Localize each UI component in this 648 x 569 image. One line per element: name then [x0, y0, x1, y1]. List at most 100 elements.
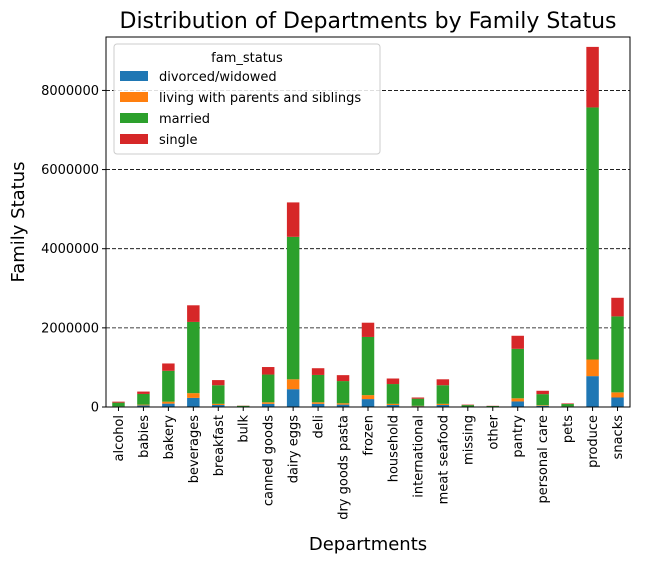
bar-segment — [262, 402, 274, 404]
x-tick-label: international — [411, 415, 426, 498]
x-tick-label: missing — [461, 415, 476, 465]
x-tick-label: household — [386, 415, 401, 482]
bar-segment — [162, 402, 174, 404]
legend-label: divorced/widowed — [159, 70, 277, 85]
legend-swatch — [120, 71, 148, 81]
x-tick-label: produce — [586, 415, 601, 468]
bar-segment — [561, 404, 573, 406]
legend-swatch — [120, 134, 148, 144]
legend-label: single — [159, 133, 198, 148]
bar-segment — [586, 360, 598, 377]
bar-segment — [536, 405, 548, 406]
bar-segment — [287, 379, 299, 389]
chart-title: Distribution of Departments by Family St… — [120, 9, 617, 34]
bar-segment — [262, 375, 274, 403]
bar-segment — [362, 399, 374, 407]
bar-segment — [287, 202, 299, 236]
bar-segment — [586, 376, 598, 407]
x-tick-label: frozen — [362, 415, 377, 456]
x-tick-label: bulk — [237, 415, 252, 443]
x-axis-label: Departments — [309, 534, 427, 555]
bar-segment — [536, 391, 548, 394]
x-tick-label: dry goods pasta — [337, 415, 352, 520]
bar-segment — [437, 404, 449, 405]
y-tick-label: 8000000 — [41, 84, 99, 99]
bar-segment — [536, 394, 548, 405]
bar-segment — [162, 363, 174, 370]
x-tick-label: canned goods — [262, 415, 277, 506]
x-tick-label: beverages — [187, 415, 202, 484]
bar-segment — [162, 371, 174, 402]
x-tick-label: breakfast — [212, 415, 227, 476]
bar-segment — [586, 107, 598, 359]
x-tick-label: personal care — [536, 415, 551, 503]
bar-segment — [611, 398, 623, 407]
bar-segment — [137, 392, 149, 394]
legend-swatch — [120, 113, 148, 123]
y-tick-label: 2000000 — [41, 321, 99, 336]
bar-segment — [561, 403, 573, 404]
x-tick-label: alcohol — [112, 415, 127, 461]
legend: fam_status divorced/widowed living with pa… — [114, 44, 380, 154]
bar-segment — [387, 379, 399, 385]
bar-segment — [362, 337, 374, 395]
x-tick-label: babies — [137, 415, 152, 458]
bar-segment — [337, 403, 349, 404]
x-tick-label: other — [486, 414, 501, 449]
bar-segment — [212, 385, 224, 404]
legend-label: living with parents and siblings — [159, 91, 361, 106]
bar-segment — [112, 402, 124, 403]
bar-segment — [511, 336, 523, 349]
bar-segment — [387, 404, 399, 405]
bar-segment — [462, 405, 474, 407]
bar-segment — [437, 385, 449, 404]
bar-segment — [187, 393, 199, 398]
x-tick-label: bakery — [162, 415, 177, 460]
bar-segment — [362, 395, 374, 399]
bar-segment — [187, 305, 199, 322]
bar-segment — [187, 398, 199, 407]
x-tick-label: dairy eggs — [287, 415, 302, 484]
bar-segment — [337, 375, 349, 381]
bar-segment — [162, 404, 174, 407]
x-tick-label: snacks — [611, 415, 626, 460]
bar-segment — [362, 323, 374, 337]
bar-segment — [511, 401, 523, 407]
bar-segment — [187, 322, 199, 393]
x-tick-label: meat seafood — [436, 415, 451, 504]
bar-segment — [437, 379, 449, 385]
bar-segment — [212, 404, 224, 405]
legend-swatch — [120, 92, 148, 102]
bar-segment — [262, 367, 274, 375]
x-tick-label: pets — [561, 415, 576, 443]
bar-segment — [511, 398, 523, 401]
bar-segment — [312, 402, 324, 404]
bar-segment — [511, 349, 523, 398]
bar-segment — [611, 298, 623, 317]
x-tick-label: pantry — [511, 415, 526, 458]
bar-segment — [586, 47, 598, 108]
bar-segment — [611, 392, 623, 397]
bar-segment — [137, 405, 149, 406]
bar-segment — [412, 399, 424, 406]
bar-segment — [312, 368, 324, 375]
bar-segment — [412, 398, 424, 399]
bar-segment — [287, 389, 299, 407]
bar-segment — [611, 316, 623, 392]
bar-segment — [137, 394, 149, 405]
bar-segment — [312, 375, 324, 402]
bar-segment — [337, 381, 349, 403]
bar-segment — [387, 384, 399, 404]
bar-segment — [212, 380, 224, 385]
bar-segment — [112, 403, 124, 407]
bar-segment — [287, 237, 299, 379]
y-tick-label: 0 — [91, 401, 99, 416]
x-tick-label: deli — [312, 415, 327, 438]
x-axis: alcohol babies bakery beverages breakfast bul… — [112, 407, 626, 520]
y-tick-label: 6000000 — [41, 163, 99, 178]
legend-title: fam_status — [211, 51, 283, 66]
y-axis-label: Family Status — [8, 162, 29, 283]
